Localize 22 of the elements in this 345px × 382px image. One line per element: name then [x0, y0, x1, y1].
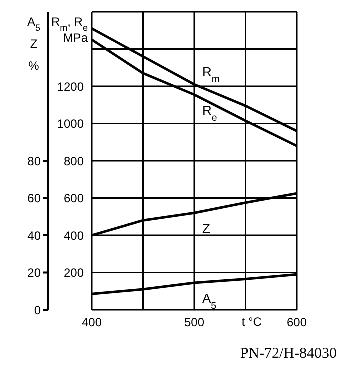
text: PN-72/H-84030 [239, 346, 337, 363]
y-tick-label: 1000 [57, 117, 84, 132]
x-tick-label: 500 [184, 316, 205, 330]
y-tick-label: 600 [64, 192, 84, 206]
y-axis-title: R$_{m}$, R$_{e}$ MPa [51, 15, 88, 45]
series-label: R$_{m}$ [202, 64, 220, 86]
series-label: R$_{e}$ [202, 102, 218, 124]
x-axis-title: t °C [242, 315, 262, 329]
series-label: A$_{5}$ [202, 290, 218, 312]
y2-tick-label: 60 [28, 192, 42, 206]
y-tick-label: 400 [64, 228, 84, 243]
y-tick-label: 1200 [57, 80, 84, 94]
series-label: Z [202, 221, 210, 236]
y2-tick-label: 80 [28, 154, 42, 168]
x-tick-label: 600 [286, 316, 308, 330]
y2-tick-label: 0 [34, 303, 42, 318]
y-tick-label: 200 [64, 266, 84, 280]
y-tick-label: 800 [64, 154, 84, 168]
x-tick-label: 400 [82, 316, 102, 330]
y2-axis-title: A$_{5}$ Z % [27, 15, 41, 73]
y2-tick-label: 20 [28, 266, 42, 280]
y2-tick-label: 40 [28, 228, 42, 243]
